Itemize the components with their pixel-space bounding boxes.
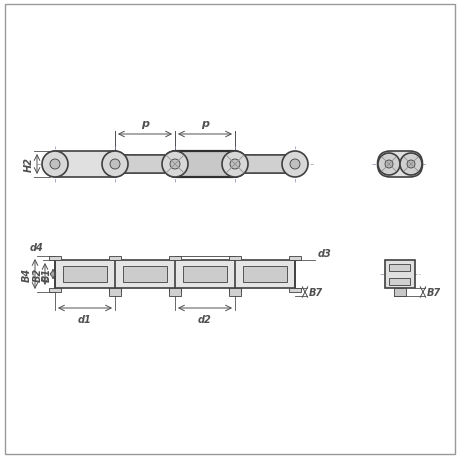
Bar bbox=[389, 278, 409, 285]
Text: d3: d3 bbox=[317, 248, 331, 258]
Circle shape bbox=[110, 160, 120, 170]
Circle shape bbox=[406, 161, 414, 168]
Circle shape bbox=[377, 154, 399, 176]
Bar bbox=[168, 288, 180, 297]
Text: p: p bbox=[201, 119, 208, 129]
Bar bbox=[389, 264, 409, 271]
Bar bbox=[123, 266, 167, 283]
Circle shape bbox=[222, 151, 247, 178]
Circle shape bbox=[162, 151, 188, 178]
Text: H2: H2 bbox=[24, 157, 34, 172]
Bar bbox=[63, 266, 107, 283]
Text: B1: B1 bbox=[42, 267, 52, 281]
Text: B4: B4 bbox=[22, 267, 32, 281]
Bar bbox=[168, 288, 180, 292]
Bar bbox=[288, 288, 300, 292]
Bar bbox=[229, 288, 241, 292]
Bar bbox=[384, 260, 414, 288]
Bar bbox=[393, 288, 405, 297]
Bar bbox=[109, 257, 121, 260]
FancyBboxPatch shape bbox=[44, 151, 126, 178]
Circle shape bbox=[42, 151, 68, 178]
Text: d1: d1 bbox=[78, 314, 92, 325]
Bar bbox=[49, 288, 61, 292]
Bar bbox=[49, 257, 61, 260]
Text: p: p bbox=[141, 119, 149, 129]
Text: B7: B7 bbox=[308, 287, 322, 297]
Circle shape bbox=[50, 160, 60, 170]
Bar bbox=[183, 266, 226, 283]
Bar bbox=[288, 257, 300, 260]
Circle shape bbox=[289, 160, 299, 170]
Bar bbox=[109, 288, 121, 292]
Text: B2: B2 bbox=[33, 267, 43, 281]
Bar bbox=[109, 288, 121, 297]
Circle shape bbox=[281, 151, 308, 178]
FancyBboxPatch shape bbox=[377, 151, 421, 178]
Circle shape bbox=[399, 154, 421, 176]
FancyBboxPatch shape bbox=[164, 151, 246, 178]
Circle shape bbox=[384, 161, 392, 168]
Bar bbox=[229, 257, 241, 260]
Text: B7: B7 bbox=[426, 287, 440, 297]
Bar bbox=[229, 288, 241, 297]
FancyBboxPatch shape bbox=[225, 156, 303, 174]
Bar bbox=[168, 257, 180, 260]
FancyBboxPatch shape bbox=[164, 151, 246, 178]
Bar bbox=[242, 266, 286, 283]
Circle shape bbox=[102, 151, 128, 178]
FancyBboxPatch shape bbox=[106, 156, 184, 174]
Circle shape bbox=[230, 160, 240, 170]
Text: d4: d4 bbox=[29, 242, 43, 252]
Text: d2: d2 bbox=[198, 314, 212, 325]
Circle shape bbox=[170, 160, 179, 170]
Bar bbox=[55, 260, 294, 288]
